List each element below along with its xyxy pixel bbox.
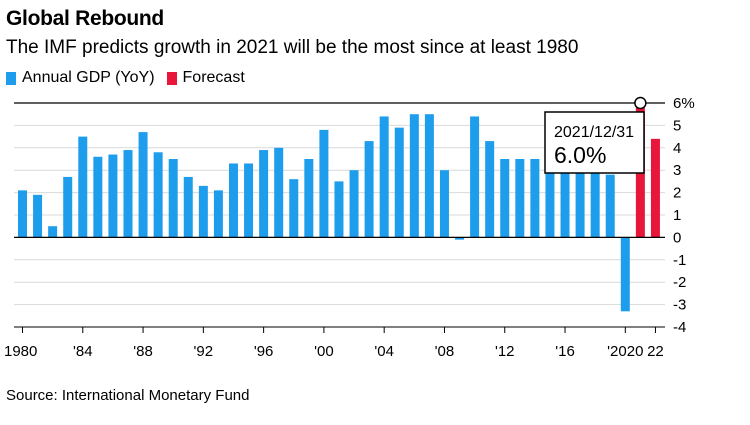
bar-gdp-2012[interactable] bbox=[500, 159, 510, 238]
legend-item-annual-gdp[interactable]: Annual GDP (YoY) bbox=[6, 69, 155, 87]
y-tick-label-5: 5 bbox=[673, 117, 681, 134]
x-tick-label-2000: '00 bbox=[314, 343, 334, 360]
bar-gdp-2004[interactable] bbox=[379, 116, 389, 238]
bar-gdp-2013[interactable] bbox=[515, 159, 525, 238]
y-tick-label-4: 4 bbox=[673, 140, 681, 157]
x-tick-label-1984: '84 bbox=[73, 343, 93, 360]
bar-gdp-2007[interactable] bbox=[424, 114, 434, 238]
x-tick-label-2020: '2020 bbox=[607, 343, 643, 360]
bar-gdp-2019[interactable] bbox=[605, 174, 615, 238]
bar-gdp-1999[interactable] bbox=[304, 159, 314, 238]
bar-gdp-2000[interactable] bbox=[319, 129, 329, 238]
bar-gdp-1985[interactable] bbox=[93, 156, 103, 238]
bar-gdp-2008[interactable] bbox=[439, 170, 449, 238]
tooltip-value: 6.0% bbox=[554, 142, 606, 168]
bar-forecast-2022[interactable] bbox=[650, 138, 660, 238]
x-tick-label-2012: '12 bbox=[495, 343, 515, 360]
bar-gdp-2014[interactable] bbox=[530, 159, 540, 238]
bar-gdp-2010[interactable] bbox=[470, 116, 480, 238]
y-tick-label-neg1: -1 bbox=[673, 252, 686, 269]
y-tick-label-neg2: -2 bbox=[673, 274, 686, 291]
bar-gdp-1997[interactable] bbox=[274, 147, 284, 238]
bar-gdp-1991[interactable] bbox=[183, 176, 193, 238]
legend-label-forecast: Forecast bbox=[182, 69, 245, 86]
legend-swatch-forecast bbox=[166, 71, 177, 85]
bar-gdp-2009[interactable] bbox=[455, 237, 465, 240]
y-tick-label-3: 3 bbox=[673, 162, 681, 179]
y-tick-label-neg4: -4 bbox=[673, 319, 686, 336]
tooltip-date: 2021/12/31 bbox=[554, 124, 634, 141]
bar-gdp-2016[interactable] bbox=[560, 163, 570, 238]
bar-gdp-1988[interactable] bbox=[138, 132, 148, 238]
bar-gdp-1993[interactable] bbox=[213, 190, 223, 238]
legend-swatch-annual-gdp bbox=[6, 71, 16, 85]
x-tick-label-1988: '88 bbox=[133, 343, 153, 360]
tooltip: 2021/12/316.0% bbox=[544, 111, 645, 174]
legend: Annual GDP (YoY) Forecast bbox=[6, 69, 257, 87]
chart-title: Global Rebound bbox=[6, 7, 164, 30]
bar-gdp-1989[interactable] bbox=[153, 152, 163, 238]
bar-gdp-1994[interactable] bbox=[228, 163, 238, 238]
bar-gdp-2006[interactable] bbox=[409, 114, 419, 238]
bar-gdp-1995[interactable] bbox=[244, 163, 254, 238]
bar-gdp-1982[interactable] bbox=[48, 226, 58, 238]
bar-gdp-1987[interactable] bbox=[123, 150, 133, 238]
bar-gdp-1981[interactable] bbox=[33, 194, 43, 238]
legend-item-forecast[interactable]: Forecast bbox=[166, 69, 245, 87]
source-note: Source: International Monetary Fund bbox=[6, 387, 250, 404]
x-tick-label-2004: '04 bbox=[374, 343, 394, 360]
chart-subtitle: The IMF predicts growth in 2021 will be … bbox=[6, 37, 579, 58]
highlight-marker bbox=[634, 96, 647, 110]
x-tick-label-1992: '92 bbox=[194, 343, 214, 360]
y-tick-label-0: 0 bbox=[673, 229, 681, 246]
bar-gdp-1983[interactable] bbox=[63, 176, 73, 238]
bar-gdp-2015[interactable] bbox=[545, 161, 555, 238]
bar-gdp-1990[interactable] bbox=[168, 159, 178, 238]
x-tick-label-2008: '08 bbox=[435, 343, 455, 360]
y-tick-label-1: 1 bbox=[673, 207, 681, 224]
tooltip-box bbox=[544, 111, 645, 174]
x-tick-label-1996: '96 bbox=[254, 343, 274, 360]
bar-gdp-2003[interactable] bbox=[364, 141, 374, 238]
legend-label-annual-gdp: Annual GDP (YoY) bbox=[22, 69, 155, 86]
bar-gdp-1986[interactable] bbox=[108, 154, 118, 238]
bar-gdp-2005[interactable] bbox=[394, 127, 404, 238]
bar-gdp-1984[interactable] bbox=[78, 136, 88, 238]
bar-gdp-2020[interactable] bbox=[620, 237, 630, 312]
bar-gdp-2001[interactable] bbox=[334, 181, 344, 238]
x-tick-label-2022: 22 bbox=[647, 343, 664, 360]
x-tick-label-1980: 1980 bbox=[4, 343, 37, 360]
x-tick-label-2016: '16 bbox=[555, 343, 575, 360]
bar-gdp-2017[interactable] bbox=[575, 152, 585, 238]
bar-gdp-1998[interactable] bbox=[289, 179, 299, 238]
bar-gdp-2018[interactable] bbox=[590, 156, 600, 238]
bar-gdp-1992[interactable] bbox=[198, 185, 208, 238]
bar-gdp-1996[interactable] bbox=[259, 150, 269, 238]
y-tick-label-neg3: -3 bbox=[673, 297, 686, 314]
y-tick-label-2: 2 bbox=[673, 185, 681, 202]
bar-gdp-2011[interactable] bbox=[485, 141, 495, 238]
bar-gdp-1980[interactable] bbox=[18, 190, 27, 238]
y-tick-label-6: 6% bbox=[673, 95, 695, 112]
bar-gdp-2002[interactable] bbox=[349, 170, 359, 238]
